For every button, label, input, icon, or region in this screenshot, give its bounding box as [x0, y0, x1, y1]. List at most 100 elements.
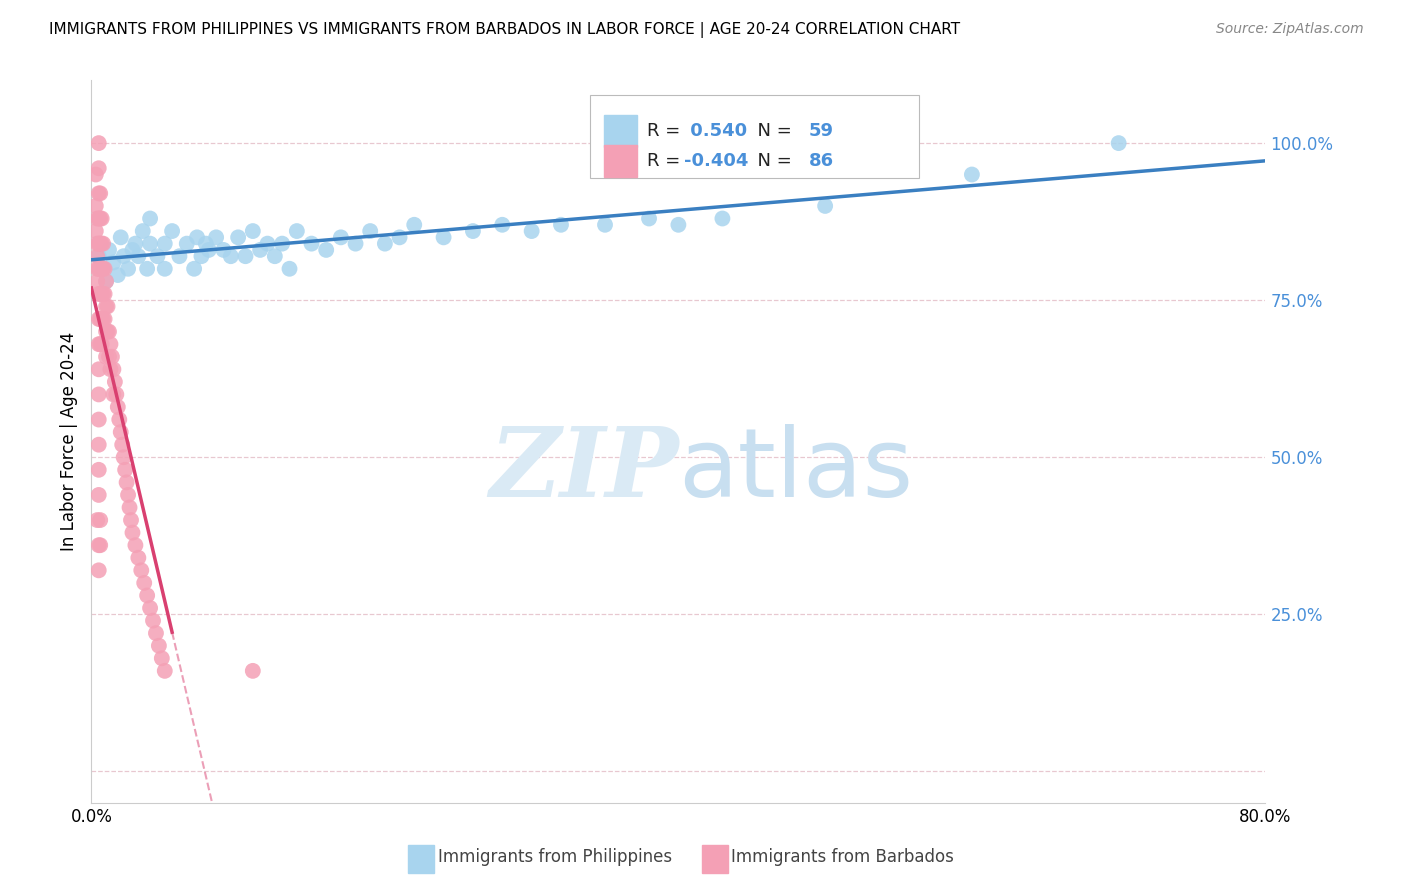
Text: -0.404: -0.404	[685, 153, 748, 170]
Point	[87, 312, 110, 326]
Text: N =: N =	[747, 153, 799, 170]
Point	[124, 236, 146, 251]
Point	[96, 300, 118, 314]
Point	[145, 626, 167, 640]
Point	[153, 261, 176, 276]
Point	[118, 500, 141, 515]
Point	[107, 400, 129, 414]
Point	[89, 211, 111, 226]
Point	[242, 224, 264, 238]
Point	[89, 286, 111, 301]
Point	[550, 218, 572, 232]
Bar	[408, 846, 434, 873]
Point	[153, 236, 176, 251]
Point	[98, 350, 121, 364]
Point	[139, 211, 162, 226]
Point	[124, 538, 146, 552]
Bar	[702, 846, 728, 873]
Point	[87, 387, 110, 401]
Point	[87, 211, 110, 226]
Text: Immigrants from Philippines: Immigrants from Philippines	[437, 848, 672, 866]
Point	[249, 243, 271, 257]
Point	[89, 337, 111, 351]
Point	[89, 236, 111, 251]
Point	[278, 261, 301, 276]
Point	[205, 230, 228, 244]
Point	[491, 218, 513, 232]
Point	[121, 525, 143, 540]
Point	[388, 230, 411, 244]
Point	[89, 261, 111, 276]
Point	[91, 261, 114, 276]
Point	[256, 236, 278, 251]
Point	[84, 224, 107, 238]
Point	[235, 249, 257, 263]
Point	[93, 286, 115, 301]
Point	[103, 387, 125, 401]
Point	[86, 249, 108, 263]
Point	[94, 300, 117, 314]
Point	[90, 211, 112, 226]
Point	[139, 236, 162, 251]
Point	[103, 255, 125, 269]
Point	[186, 230, 208, 244]
Text: ZIP: ZIP	[489, 424, 678, 517]
Point	[87, 236, 110, 251]
Point	[666, 218, 689, 232]
Point	[344, 236, 367, 251]
Point	[1108, 136, 1130, 150]
Point	[84, 199, 107, 213]
Point	[404, 218, 426, 232]
Bar	[605, 115, 637, 147]
Point	[285, 224, 308, 238]
Point	[89, 186, 111, 201]
Point	[86, 513, 108, 527]
Point	[87, 136, 110, 150]
Point	[87, 249, 110, 263]
Point	[90, 286, 112, 301]
Point	[183, 261, 205, 276]
Point	[105, 387, 128, 401]
Point	[87, 538, 110, 552]
Point	[112, 450, 135, 465]
Point	[90, 337, 112, 351]
Point	[98, 325, 121, 339]
Point	[87, 488, 110, 502]
Point	[91, 261, 114, 276]
Point	[114, 463, 136, 477]
Point	[87, 463, 110, 477]
Point	[87, 286, 110, 301]
Point	[301, 236, 323, 251]
Point	[127, 249, 149, 263]
Point	[132, 224, 155, 238]
Point	[87, 362, 110, 376]
Point	[86, 211, 108, 226]
Point	[101, 350, 124, 364]
Point	[212, 243, 235, 257]
Point	[160, 224, 183, 238]
Point	[129, 563, 152, 577]
Point	[190, 249, 212, 263]
Point	[89, 312, 111, 326]
Point	[94, 274, 117, 288]
Point	[98, 243, 121, 257]
Point	[153, 664, 176, 678]
Text: R =: R =	[647, 122, 686, 140]
Point	[134, 575, 156, 590]
Point	[87, 412, 110, 426]
Point	[117, 261, 139, 276]
Point	[136, 261, 159, 276]
Point	[263, 249, 285, 263]
Point	[93, 261, 115, 276]
Point	[94, 350, 117, 364]
Point	[520, 224, 543, 238]
Point	[117, 488, 139, 502]
Text: atlas: atlas	[678, 424, 914, 517]
Point	[87, 161, 110, 176]
Point	[194, 236, 217, 251]
Point	[91, 236, 114, 251]
Text: IMMIGRANTS FROM PHILIPPINES VS IMMIGRANTS FROM BARBADOS IN LABOR FORCE | AGE 20-: IMMIGRANTS FROM PHILIPPINES VS IMMIGRANT…	[49, 22, 960, 38]
Point	[108, 412, 131, 426]
Point	[150, 651, 173, 665]
Point	[94, 325, 117, 339]
